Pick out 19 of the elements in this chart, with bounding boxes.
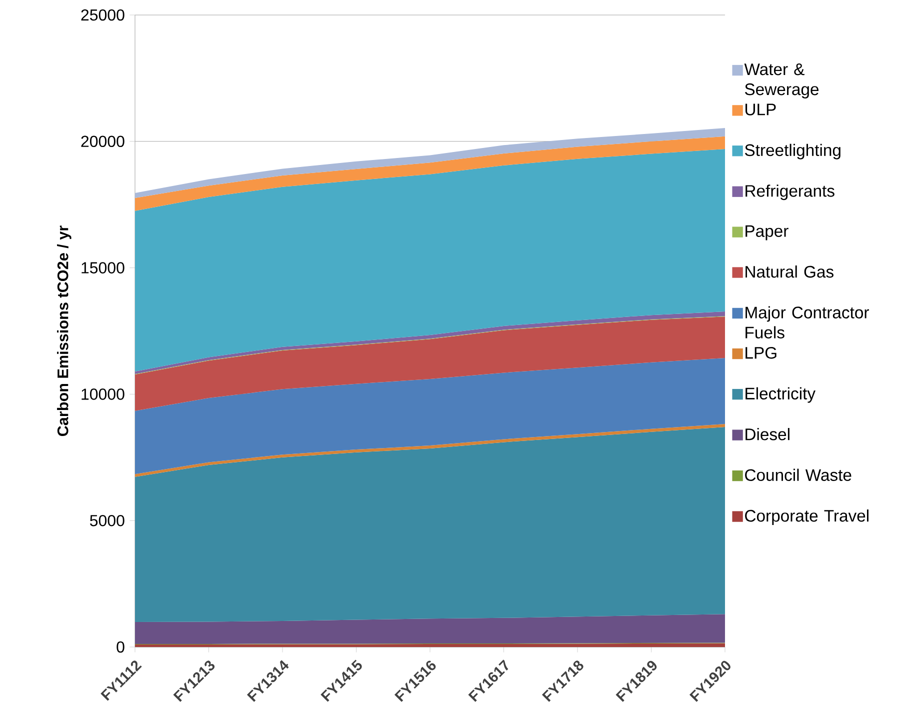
legend-label: Paper — [746, 225, 788, 240]
legend-label: Electricity — [746, 387, 816, 403]
y-tick-label: 5000 — [90, 514, 124, 526]
y-tick-label: 0 — [116, 641, 124, 653]
y-tick-label: 10000 — [82, 388, 124, 400]
legend-label: ULP — [746, 104, 776, 116]
legend-label: Water & Sewerage — [744, 64, 819, 98]
y-tick-label: 15000 — [82, 262, 124, 274]
y-tick-label: 25000 — [81, 9, 124, 21]
legend-label: Major Contractor Fuels — [746, 306, 869, 338]
legend-label: Natural Gas — [746, 265, 834, 278]
y-tick-label: 20000 — [81, 136, 124, 148]
legend-label: Streetlighting — [744, 144, 840, 160]
legend-label: Corporate Travel — [745, 509, 868, 526]
legend-label: LPG — [746, 346, 776, 359]
legend-label: Refrigerants — [746, 184, 834, 200]
legend-label: Council Waste — [745, 468, 852, 481]
y-axis-title: Carbon Emissions tCO2e / yr — [57, 226, 72, 436]
legend-label: Diesel — [746, 428, 790, 440]
